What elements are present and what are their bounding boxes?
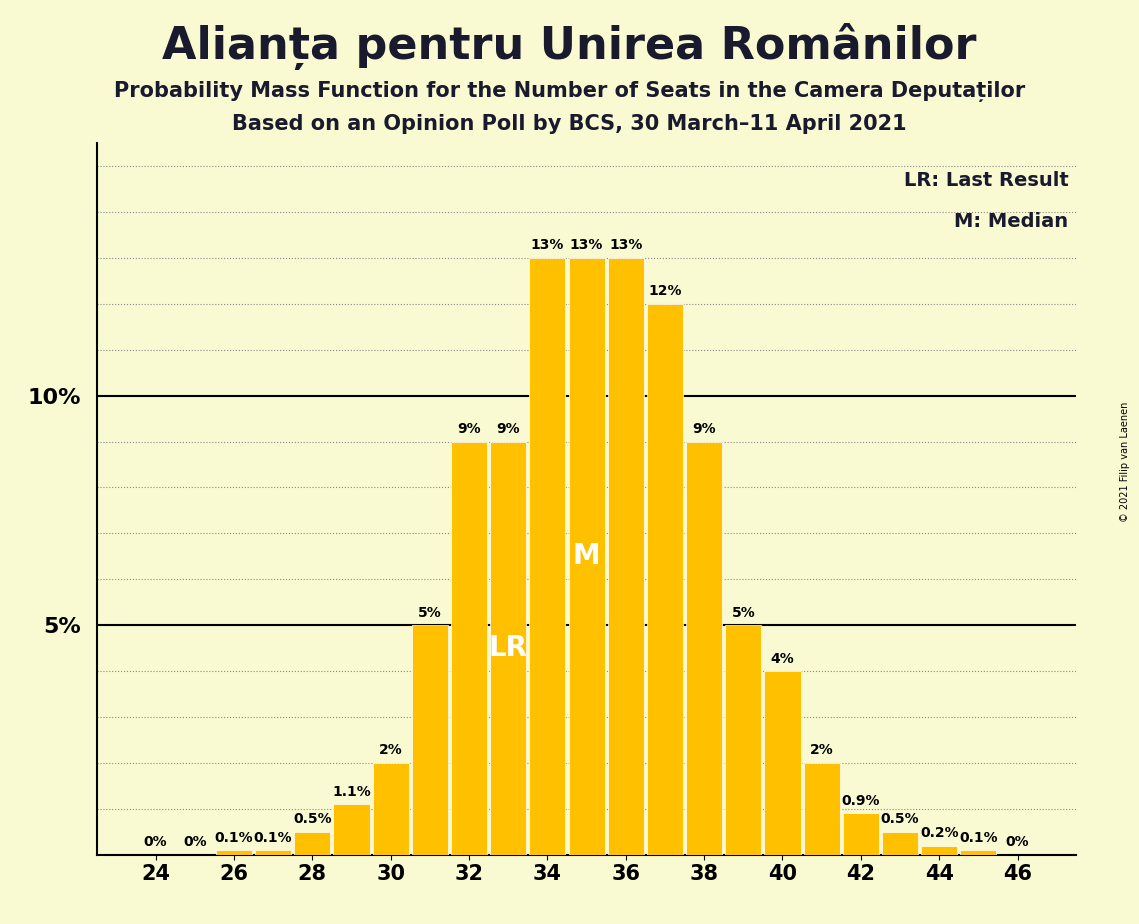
Bar bbox=[530, 258, 565, 855]
Text: 5%: 5% bbox=[731, 606, 755, 620]
Text: 0%: 0% bbox=[183, 835, 206, 849]
Text: 9%: 9% bbox=[457, 422, 481, 436]
Text: 0.5%: 0.5% bbox=[880, 812, 919, 826]
Text: LR: LR bbox=[489, 634, 527, 663]
Text: 5%: 5% bbox=[418, 606, 442, 620]
Text: M: Median: M: Median bbox=[954, 213, 1068, 231]
Bar bbox=[804, 763, 839, 855]
Bar bbox=[255, 850, 292, 855]
Text: 0.5%: 0.5% bbox=[293, 812, 331, 826]
Text: 9%: 9% bbox=[497, 422, 521, 436]
Text: 13%: 13% bbox=[609, 238, 642, 252]
Text: Probability Mass Function for the Number of Seats in the Camera Deputaților: Probability Mass Function for the Number… bbox=[114, 81, 1025, 103]
Bar bbox=[960, 850, 997, 855]
Text: 0.2%: 0.2% bbox=[920, 826, 959, 840]
Text: 0.9%: 0.9% bbox=[842, 794, 880, 808]
Text: 12%: 12% bbox=[648, 285, 682, 298]
Bar bbox=[216, 850, 252, 855]
Bar bbox=[294, 832, 330, 855]
Bar bbox=[764, 671, 801, 855]
Bar bbox=[490, 442, 526, 855]
Text: 13%: 13% bbox=[531, 238, 564, 252]
Text: 1.1%: 1.1% bbox=[333, 784, 371, 798]
Text: 9%: 9% bbox=[693, 422, 716, 436]
Text: 0.1%: 0.1% bbox=[214, 831, 253, 845]
Text: 2%: 2% bbox=[810, 744, 834, 758]
Bar bbox=[568, 258, 605, 855]
Bar bbox=[686, 442, 722, 855]
Text: 0%: 0% bbox=[1006, 835, 1030, 849]
Text: Alianța pentru Unirea Românilor: Alianța pentru Unirea Românilor bbox=[162, 23, 977, 70]
Text: M: M bbox=[573, 542, 600, 570]
Text: Based on an Opinion Poll by BCS, 30 March–11 April 2021: Based on an Opinion Poll by BCS, 30 Marc… bbox=[232, 114, 907, 134]
Bar bbox=[372, 763, 409, 855]
Text: 13%: 13% bbox=[570, 238, 604, 252]
Text: 0.1%: 0.1% bbox=[959, 831, 998, 845]
Bar bbox=[726, 626, 761, 855]
Text: 4%: 4% bbox=[771, 651, 794, 665]
Bar bbox=[412, 626, 448, 855]
Text: LR: Last Result: LR: Last Result bbox=[903, 171, 1068, 189]
Bar bbox=[882, 832, 918, 855]
Bar bbox=[921, 845, 957, 855]
Bar bbox=[647, 304, 683, 855]
Text: 2%: 2% bbox=[379, 744, 402, 758]
Bar bbox=[451, 442, 487, 855]
Text: © 2021 Filip van Laenen: © 2021 Filip van Laenen bbox=[1121, 402, 1130, 522]
Text: 0%: 0% bbox=[144, 835, 167, 849]
Bar bbox=[843, 813, 879, 855]
Bar bbox=[334, 804, 369, 855]
Text: 0.1%: 0.1% bbox=[254, 831, 293, 845]
Bar bbox=[608, 258, 644, 855]
